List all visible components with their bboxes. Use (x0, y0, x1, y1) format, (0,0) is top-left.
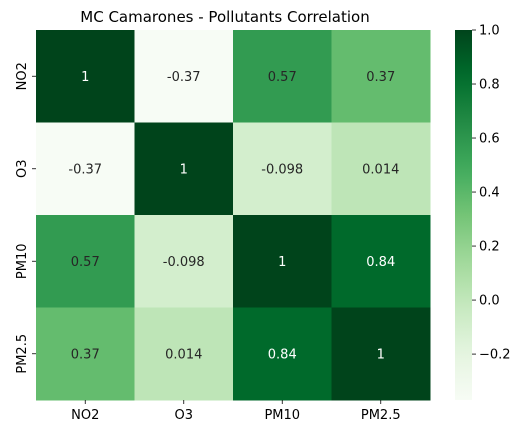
y-tick-label: NO2 (15, 62, 30, 90)
cell-value-label: 0.37 (366, 70, 395, 85)
cell-value-label: 0.014 (362, 162, 399, 177)
heatmap-value-labels: 1 -0.37 0.57 0.37 -0.37 1 -0.098 0.014 0.57 -0.09… (68, 70, 399, 363)
cell-value-label: 0.57 (71, 255, 100, 270)
colorbar-scale (455, 30, 472, 400)
colorbar-tick-label: 0.0 (479, 294, 500, 309)
heatmap-cell (36, 307, 135, 401)
heatmap-cells (36, 30, 431, 401)
colorbar: 1.0 0.8 0.6 0.4 0.2 0.0 −0.2 (455, 24, 511, 400)
cell-value-label: 1 (278, 255, 286, 270)
chart-title: MC Camarones - Pollutants Correlation (80, 8, 369, 26)
x-tick-label: PM10 (264, 408, 300, 423)
y-axis: NO2 O3 PM10 PM2.5 (15, 62, 36, 374)
heatmap-cell (331, 215, 431, 308)
y-tick-label: PM2.5 (15, 334, 30, 374)
x-tick-label: O3 (174, 408, 193, 423)
cell-value-label: -0.37 (167, 70, 201, 85)
heatmap-cell (233, 30, 332, 123)
cell-value-label: 1 (377, 347, 385, 362)
heatmap-cell (331, 307, 431, 401)
cell-value-label: 0.84 (366, 255, 395, 270)
y-tick-label: O3 (15, 159, 30, 178)
cell-value-label: 0.57 (268, 70, 297, 85)
cell-value-label: 1 (180, 162, 188, 177)
heatmap-cell (36, 30, 135, 123)
heatmap-cell (134, 30, 234, 123)
colorbar-tick-label: 0.2 (479, 240, 500, 255)
heatmap-cell (134, 307, 234, 401)
heatmap-cell (331, 30, 431, 123)
heatmap-cell (233, 215, 332, 308)
x-tick-label: PM2.5 (361, 408, 401, 423)
colorbar-tick-label: 1.0 (479, 24, 500, 39)
colorbar-tick-label: 0.8 (479, 78, 500, 93)
heatmap-cell (36, 122, 135, 216)
heatmap-cell (134, 215, 234, 308)
y-tick-label: PM10 (15, 243, 30, 279)
heatmap-cell (233, 122, 332, 216)
heatmap-cell (233, 307, 332, 401)
cell-value-label: 0.014 (165, 347, 202, 362)
cell-value-label: -0.098 (163, 255, 205, 270)
heatmap-cell (331, 122, 431, 216)
cell-value-label: 0.84 (268, 347, 297, 362)
cell-value-label: -0.098 (261, 162, 303, 177)
heatmap-cell (36, 215, 135, 308)
colorbar-tick-label: 0.6 (479, 132, 500, 147)
cell-value-label: 1 (81, 70, 89, 85)
colorbar-tick-label: 0.4 (479, 186, 500, 201)
colorbar-tick-label: −0.2 (479, 348, 511, 363)
heatmap-cell (134, 122, 234, 216)
cell-value-label: -0.37 (68, 162, 102, 177)
x-tick-label: NO2 (71, 408, 99, 423)
cell-value-label: 0.37 (71, 347, 100, 362)
x-axis: NO2 O3 PM10 PM2.5 (71, 400, 401, 423)
